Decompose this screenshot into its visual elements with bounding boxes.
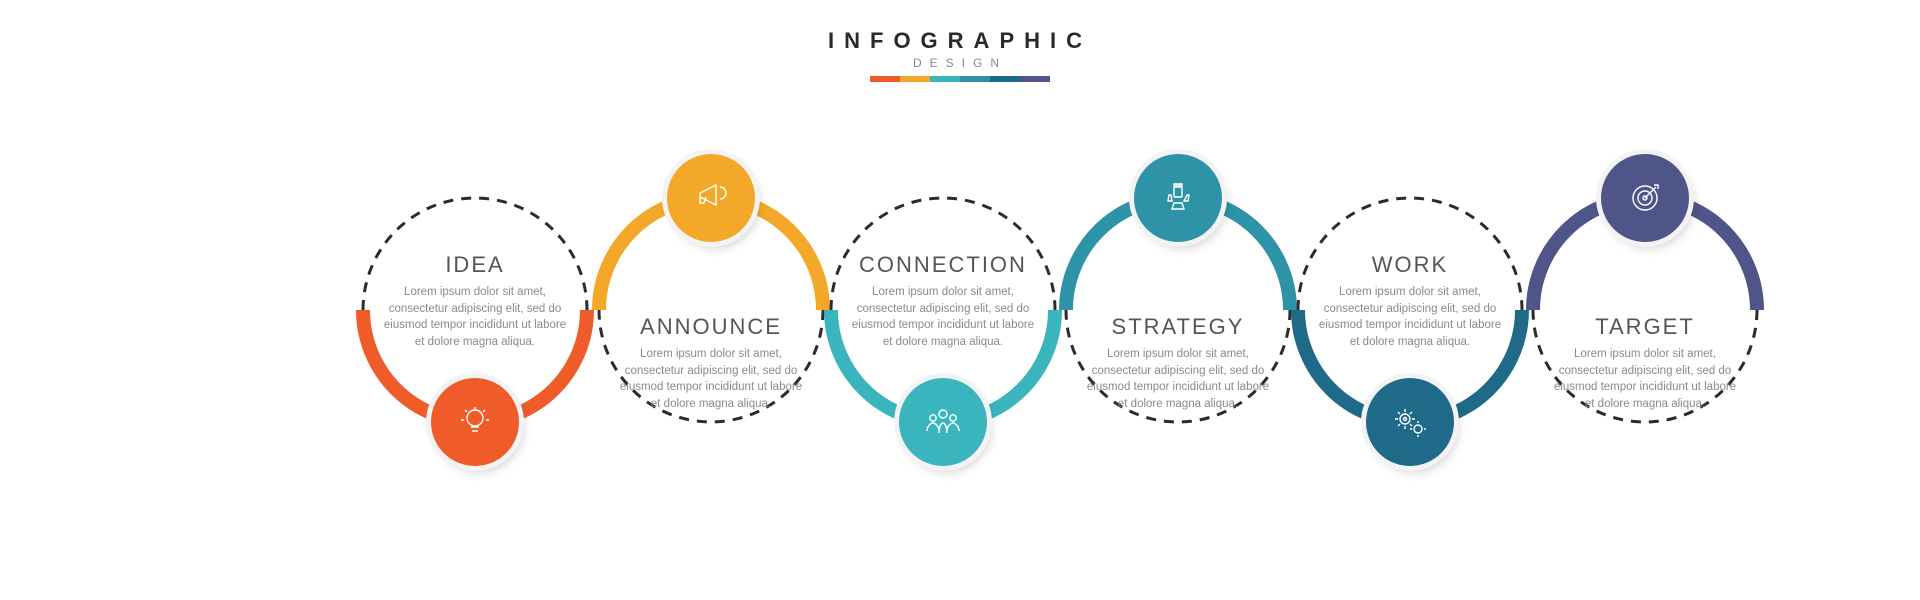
step-connection: CONNECTION Lorem ipsum dolor sit amet, c…: [843, 252, 1043, 351]
page-title: INFOGRAPHIC: [0, 28, 1920, 54]
step-work: WORK Lorem ipsum dolor sit amet, consect…: [1310, 252, 1510, 351]
gears-icon: [1366, 378, 1454, 466]
people-icon: [899, 378, 987, 466]
step-title: STRATEGY: [1078, 314, 1278, 340]
step-title: ANNOUNCE: [611, 314, 811, 340]
palette-bar: [0, 76, 1920, 82]
step-body: Lorem ipsum dolor sit amet, consectetur …: [1083, 346, 1273, 413]
palette-swatch: [960, 76, 990, 82]
step-body: Lorem ipsum dolor sit amet, consectetur …: [1550, 346, 1740, 413]
step-target: TARGET Lorem ipsum dolor sit amet, conse…: [1545, 314, 1745, 413]
header: INFOGRAPHIC DESIGN: [0, 0, 1920, 82]
step-body: Lorem ipsum dolor sit amet, consectetur …: [848, 284, 1038, 351]
step-body: Lorem ipsum dolor sit amet, consectetur …: [1315, 284, 1505, 351]
page-subtitle: DESIGN: [0, 56, 1920, 70]
megaphone-icon: [667, 154, 755, 242]
step-title: IDEA: [375, 252, 575, 278]
step-announce: ANNOUNCE Lorem ipsum dolor sit amet, con…: [611, 314, 811, 413]
step-body: Lorem ipsum dolor sit amet, consectetur …: [616, 346, 806, 413]
bulb-icon: [431, 378, 519, 466]
step-title: TARGET: [1545, 314, 1745, 340]
chess-icon: [1134, 154, 1222, 242]
step-title: WORK: [1310, 252, 1510, 278]
palette-swatch: [930, 76, 960, 82]
palette-swatch: [870, 76, 900, 82]
infographic-stage: IDEA Lorem ipsum dolor sit amet, consect…: [0, 120, 1920, 580]
step-strategy: STRATEGY Lorem ipsum dolor sit amet, con…: [1078, 314, 1278, 413]
palette-swatch: [1020, 76, 1050, 82]
step-idea: IDEA Lorem ipsum dolor sit amet, consect…: [375, 252, 575, 351]
target-icon: [1601, 154, 1689, 242]
palette-swatch: [900, 76, 930, 82]
palette-swatch: [990, 76, 1020, 82]
step-body: Lorem ipsum dolor sit amet, consectetur …: [380, 284, 570, 351]
step-title: CONNECTION: [843, 252, 1043, 278]
